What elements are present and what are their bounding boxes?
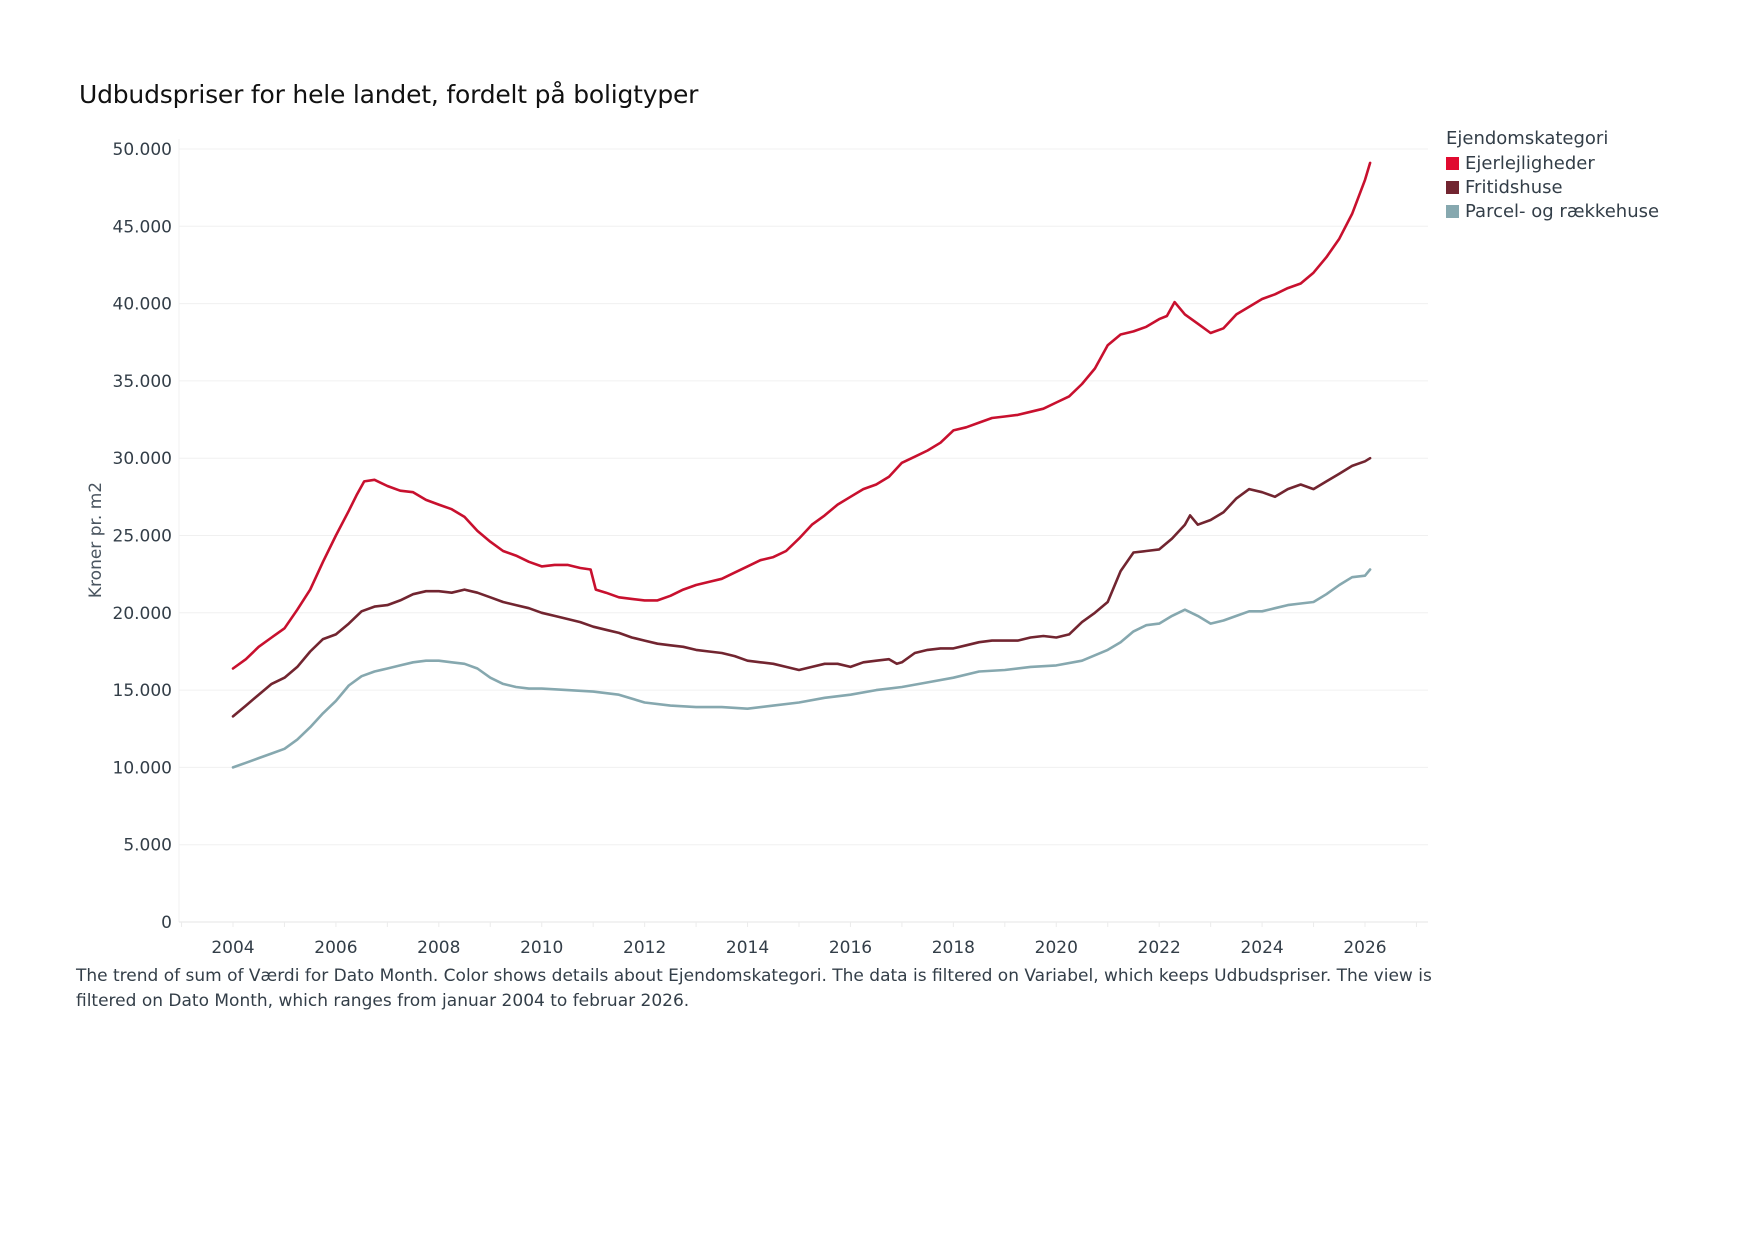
legend-label: Fritidshuse: [1465, 176, 1563, 198]
legend-swatch: [1446, 180, 1459, 194]
chart-caption: The trend of sum of Værdi for Dato Month…: [76, 966, 1432, 1011]
y-axis-title: Kroner pr. m2: [86, 482, 106, 598]
legend-label: Parcel- og rækkehuse: [1465, 200, 1660, 222]
legend: Ejendomskategori Ejerlejligheder Fritids…: [1446, 128, 1659, 223]
y-axis: 0 5.000 10.000 15.000 20.000 25.000 30.000 35.0…: [113, 140, 172, 933]
y-tick-label: 30.000: [113, 449, 172, 469]
series-line-parcel-og-rækkehuse[interactable]: [231, 568, 1372, 769]
x-tick-label: 2010: [520, 938, 563, 958]
x-tick-label: 2008: [417, 938, 460, 958]
y-tick-label: 35.000: [113, 372, 172, 392]
x-tick-label: 2014: [726, 938, 769, 958]
series-line-ejerlejligheder[interactable]: [231, 161, 1372, 670]
y-tick-label: 50.000: [113, 140, 172, 160]
y-tick-label: 10.000: [113, 758, 172, 778]
x-tick-label: 2022: [1138, 938, 1181, 958]
y-tick-label: 20.000: [113, 604, 172, 624]
x-tick-label: 2026: [1343, 938, 1386, 958]
x-tick-label: 2020: [1035, 938, 1078, 958]
series-lines: [231, 161, 1372, 769]
x-tick-label: 2024: [1240, 938, 1283, 958]
y-tick-label: 15.000: [113, 681, 172, 701]
legend-title: Ejendomskategori: [1446, 128, 1609, 149]
legend-swatch: [1446, 204, 1459, 218]
legend-label: Ejerlejligheder: [1465, 152, 1595, 174]
series-line-fritidshuse[interactable]: [231, 456, 1372, 718]
legend-swatch: [1446, 156, 1459, 170]
legend-item-parcel-og-raekkehuse[interactable]: Parcel- og rækkehuse: [1446, 199, 1659, 223]
gridlines: [178, 139, 1428, 923]
x-axis: 2004 2006 2008 2010 2012 2014 2016 2018 2020 2022…: [181, 922, 1417, 958]
legend-item-fritidshuse[interactable]: Fritidshuse: [1446, 175, 1659, 199]
legend-item-ejerlejligheder[interactable]: Ejerlejligheder: [1446, 151, 1659, 175]
line-chart: 0 5.000 10.000 15.000 20.000 25.000 30.000 35.0…: [86, 139, 1428, 958]
y-tick-label: 0: [161, 913, 172, 933]
x-tick-label: 2018: [932, 938, 975, 958]
x-tick-label: 2004: [211, 938, 254, 958]
chart-title: Udbudspriser for hele landet, fordelt på…: [79, 80, 699, 109]
y-tick-label: 5.000: [123, 836, 172, 856]
y-tick-label: 25.000: [113, 527, 172, 547]
y-tick-label: 45.000: [113, 217, 172, 237]
x-tick-label: 2006: [314, 938, 357, 958]
y-tick-label: 40.000: [113, 295, 172, 315]
x-tick-label: 2016: [829, 938, 872, 958]
x-tick-label: 2012: [623, 938, 666, 958]
